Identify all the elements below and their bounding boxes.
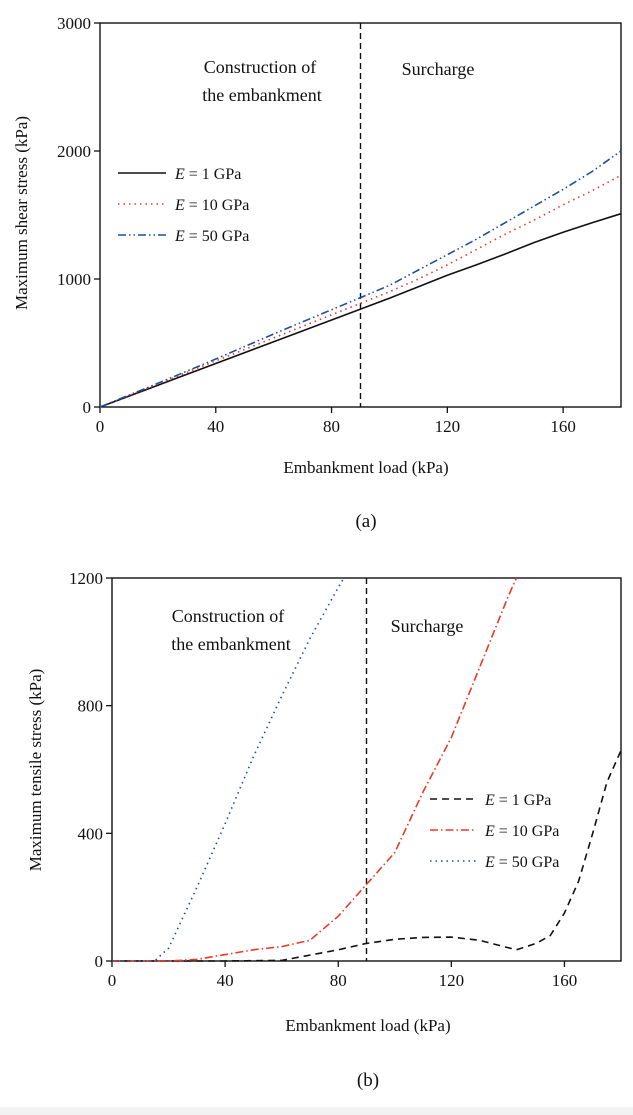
legend-label: E = 50 GPa [484,854,559,871]
legend-label-variable: E [174,166,185,183]
tick-marks [106,577,566,967]
legend-label-variable: E [174,228,185,245]
x-tick-label: 160 [552,971,578,990]
y-tick-label: 0 [83,398,92,417]
legend-label-value: = 1 GPa [495,792,552,809]
legend-label-value: = 50 GPa [185,228,250,245]
y-tick-label: 3000 [57,14,91,33]
y-tick-label: 1000 [57,270,91,289]
annotation-construction-line2: the embankment [171,634,290,654]
legend-label-variable: E [174,197,185,214]
series-line-2 [112,577,518,962]
legend-label-variable: E [484,792,495,809]
y-tick-label: 800 [78,697,104,716]
legend-label-value: = 1 GPa [185,166,242,183]
y-axis-label: Maximum tensile stress (kPa) [26,669,45,872]
series-lines [112,577,622,962]
x-tick-label: 80 [323,417,340,436]
legend-label-value: = 50 GPa [495,854,560,871]
y-tick-label: 1200 [69,569,103,588]
annotation-construction-line1: Construction of [172,606,285,626]
x-tick-label: 40 [207,417,224,436]
legend-label: E = 50 GPa [174,228,249,245]
x-tick-label: 120 [439,971,465,990]
x-tick-label: 120 [435,417,461,436]
series-line-3 [99,150,622,408]
y-tick-label: 2000 [57,142,91,161]
x-tick-label: 160 [550,417,576,436]
legend-label-variable: E [484,823,495,840]
annotation-construction-line1: Construction of [204,57,317,77]
annotation-surcharge: Surcharge [402,59,475,79]
chart-panel-b: 0 40 80 120 160 0 400 800 1200 Construction of t… [26,569,622,1091]
series-line-1 [112,750,622,962]
legend-label: E = 10 GPa [174,197,249,214]
tick-marks [94,22,564,413]
x-tick-label: 0 [96,417,105,436]
y-tick-label: 0 [95,952,104,971]
annotation-construction-line2: the embankment [202,85,321,105]
x-tick-label: 80 [330,971,347,990]
tick-labels: 0 40 80 120 160 0 400 800 1200 [69,569,577,990]
x-axis-label: Embankment load (kPa) [283,458,448,477]
panel-caption: (a) [355,511,376,532]
legend-label: E = 1 GPa [174,166,241,183]
x-tick-label: 40 [217,971,234,990]
chart-panel-a: 0 40 80 120 160 0 1000 2000 3000 Construction of… [12,14,622,532]
legend-label: E = 1 GPa [484,792,551,809]
series-lines [99,150,622,408]
y-tick-label: 400 [78,824,104,843]
bottom-strip [0,1107,633,1115]
series-line-1 [99,212,622,408]
legend-label-variable: E [484,854,495,871]
annotation-surcharge: Surcharge [391,616,464,636]
x-tick-label: 0 [108,971,117,990]
y-axis-label: Maximum shear stress (kPa) [12,116,31,310]
legend-label: E = 10 GPa [484,823,559,840]
legend-label-value: = 10 GPa [185,197,250,214]
legend-label-value: = 10 GPa [495,823,560,840]
tick-labels: 0 40 80 120 160 0 1000 2000 3000 [57,14,576,436]
panel-caption: (b) [357,1070,379,1091]
x-axis-label: Embankment load (kPa) [285,1016,450,1035]
